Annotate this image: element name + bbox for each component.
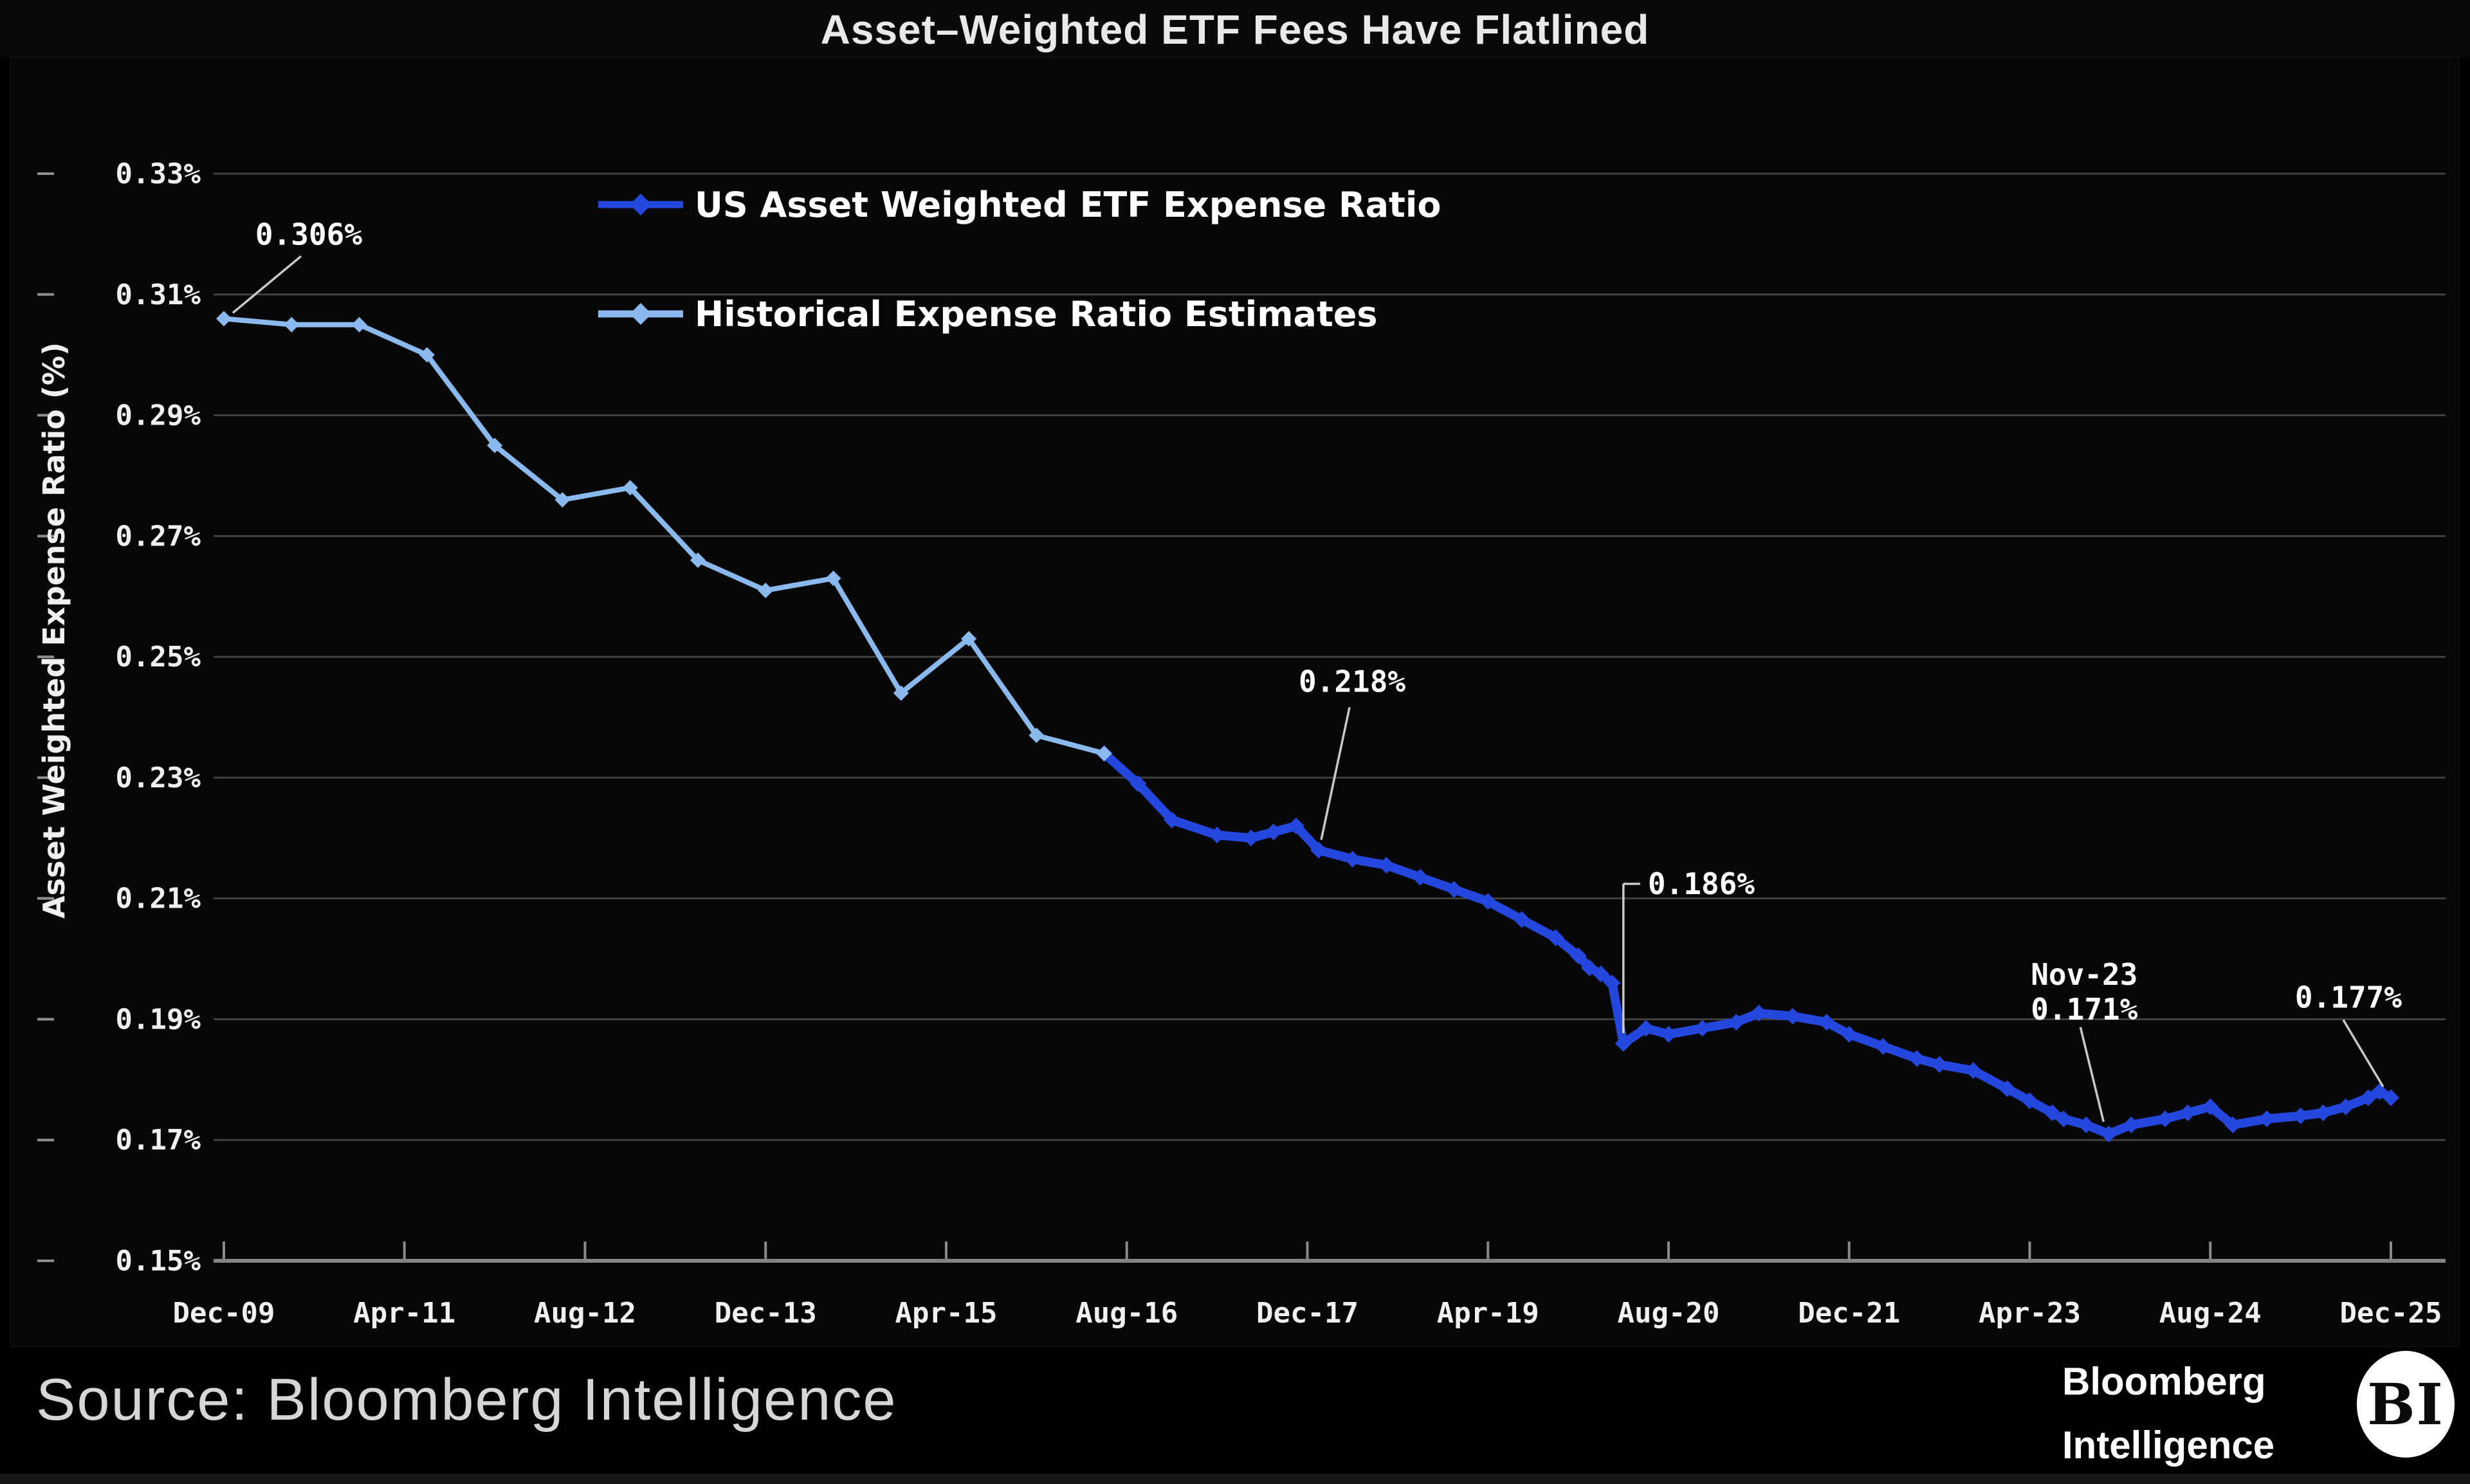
- y-axis-label: 0.27%: [116, 520, 201, 553]
- x-axis-label: Dec-21: [1798, 1297, 1900, 1330]
- x-axis-label: Apr-11: [353, 1297, 455, 1330]
- y-axis-label: 0.23%: [116, 762, 201, 794]
- annotation-label: 0.177%: [2295, 980, 2402, 1015]
- x-axis-ticks: [223, 1241, 2392, 1259]
- source-label: Source: Bloomberg Intelligence: [36, 1367, 897, 1433]
- legend-label-historical: Historical Expense Ratio Estimates: [695, 294, 1378, 334]
- title-bar: [0, 0, 2470, 57]
- annotation-callout-line: [2079, 1027, 2105, 1122]
- x-axis-label: Dec-13: [715, 1297, 817, 1330]
- bi-logo-badge: BI: [2357, 1351, 2455, 1458]
- series-historical-estimates: [216, 311, 1112, 762]
- bottom-strip: [0, 1474, 2470, 1484]
- legend: US Asset Weighted ETF Expense Ratio Hist…: [598, 185, 1441, 334]
- x-axis-label: Apr-23: [1979, 1297, 2081, 1330]
- annotation-label: Nov-23: [2031, 957, 2137, 992]
- x-axis-label: Dec-17: [1256, 1297, 1358, 1330]
- legend-item-historical: Historical Expense Ratio Estimates: [598, 294, 1378, 334]
- x-axis-label: Aug-12: [534, 1297, 636, 1330]
- brand-line-1: Bloomberg: [2062, 1360, 2266, 1403]
- y-axis-label: 0.15%: [116, 1245, 201, 1278]
- annotation-label: 0.218%: [1299, 664, 1405, 699]
- y-axis-label: 0.25%: [116, 641, 201, 673]
- chart-title: Asset–Weighted ETF Fees Have Flatlined: [820, 6, 1650, 53]
- annotation-callout-line: [1320, 707, 1351, 840]
- y-axis-label: 0.29%: [116, 399, 201, 432]
- bloomberg-intelligence-logo: Bloomberg Intelligence: [2062, 1350, 2274, 1477]
- y-axis-label: 0.33%: [116, 158, 201, 190]
- y-axis-title: Asset Weighted Expense Ratio (%): [37, 342, 71, 919]
- y-axis-label: 0.19%: [116, 1003, 201, 1036]
- series-us-asset-weighted: [1095, 745, 2399, 1142]
- x-axis-label: Aug-24: [2159, 1297, 2262, 1330]
- annotation-label: 0.306%: [255, 217, 362, 252]
- x-axis-label: Apr-19: [1437, 1297, 1539, 1330]
- y-axis-label: 0.17%: [116, 1124, 201, 1157]
- series-us-markers: [1095, 745, 2399, 1142]
- x-axis-label: Apr-15: [895, 1297, 998, 1330]
- brand-line-2: Intelligence: [2062, 1424, 2275, 1467]
- annotation-label: 0.171%: [2031, 992, 2137, 1027]
- x-axis-label: Aug-20: [1618, 1297, 1720, 1330]
- x-axis-label: Aug-16: [1075, 1297, 1178, 1330]
- y-axis-ticks: [37, 172, 54, 1262]
- legend-marker-diamond-us: [630, 194, 652, 215]
- gridlines: [214, 172, 2446, 1263]
- annotation-callout-line: [232, 255, 302, 314]
- x-axis-labels: Dec-09 Apr-11 Aug-12 Dec-13 Apr-15 Aug-16 Dec-…: [173, 1297, 2442, 1330]
- y-axis-label: 0.21%: [116, 883, 201, 915]
- annotations: 0.306% 0.218% 0.186% Nov-230.171% 0.177%: [232, 217, 2402, 1122]
- annotation-callout-line: [2342, 1019, 2384, 1088]
- chart-panel: [10, 57, 2460, 1347]
- y-axis-labels: 0.33% 0.31% 0.29% 0.27% 0.25% 0.23% 0.21% 0.19%…: [116, 158, 201, 1278]
- annotation-label: 0.186%: [1648, 866, 1755, 901]
- legend-marker-diamond-historical: [630, 303, 652, 325]
- y-axis-label: 0.31%: [116, 279, 201, 311]
- x-axis-label: Dec-25: [2340, 1297, 2442, 1330]
- legend-label-us: US Asset Weighted ETF Expense Ratio: [695, 185, 1441, 225]
- legend-item-us: US Asset Weighted ETF Expense Ratio: [598, 185, 1441, 225]
- x-axis-label: Dec-09: [173, 1297, 275, 1330]
